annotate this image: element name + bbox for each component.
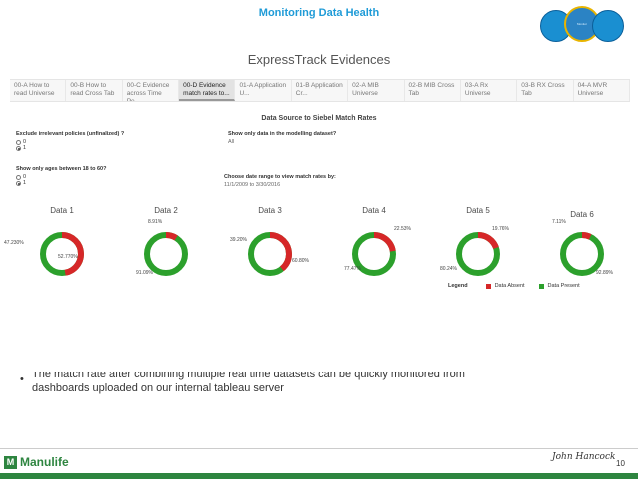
filter-label: Choose date range to view match rates by… (224, 174, 336, 180)
manulife-mark-icon: M (4, 455, 17, 469)
tab-item[interactable]: 02-B MIB Cross Tab (405, 80, 461, 101)
bullet-dot: • (20, 373, 24, 385)
tab-item[interactable]: 01-A Application U... (235, 80, 292, 101)
donut-svg (40, 232, 604, 276)
data-label-present: 60.80% (292, 258, 309, 264)
sheet-title: Data Source to Siebel Match Rates (261, 115, 377, 122)
filter-label: Show only ages between 18 to 60? (16, 166, 107, 172)
filter-age-range: Show only ages between 18 to 60? 0 1 (16, 166, 106, 186)
radio-label: 1 (23, 145, 27, 151)
footer-band (0, 473, 638, 479)
donut-slice-absent[interactable] (456, 232, 500, 276)
tab-item[interactable]: 02-A MIB Universe (348, 80, 405, 101)
donut-chart-5[interactable] (456, 232, 500, 276)
john-hancock-signature: John Hancock (552, 452, 616, 462)
dashboard-title: ExpressTrack Evidences (247, 52, 391, 67)
donut-chart-1[interactable] (40, 232, 84, 276)
radio-label: 0 (23, 174, 27, 180)
data-label-absent: 22.53% (394, 226, 411, 232)
donut-slice-absent[interactable] (248, 232, 292, 276)
circle-right (592, 10, 624, 42)
donut-slice-present[interactable] (144, 232, 188, 276)
data-label-present: 91.09% (136, 270, 153, 276)
filter-value[interactable]: All (228, 139, 235, 145)
header-circles: Monitor (534, 6, 634, 44)
donut-chart-6[interactable] (560, 232, 604, 276)
footer-divider (0, 448, 638, 449)
radio-option[interactable]: 1 (16, 180, 106, 186)
donut-slice-absent[interactable] (560, 232, 604, 276)
manulife-logo: M Manulife (4, 455, 69, 469)
slide-title: Monitoring Data Health (258, 7, 380, 19)
donut-title: Data 1 (50, 206, 74, 215)
page-number: 10 (616, 459, 625, 468)
chart-legend: Legend Data Absent Data Present (448, 283, 580, 289)
tab-item[interactable]: 00-A How to read Universe (10, 80, 67, 101)
data-label-absent: 39.20% (230, 237, 247, 243)
tab-item[interactable]: 04-A MVR Universe (574, 80, 630, 101)
tab-bar: 00-A How to read Universe 00-B How to rea… (10, 79, 630, 102)
tab-item[interactable]: 03-A Rx Universe (461, 80, 518, 101)
donut-charts: Data 1 47.230% 52.770% Data 2 8.91% 91.09% Dat… (0, 204, 638, 294)
radio-button[interactable] (16, 174, 21, 180)
radio-option[interactable]: 0 (16, 139, 124, 145)
radio-label: 0 (23, 139, 27, 145)
legend-swatch-present (538, 283, 544, 289)
donut-title: Data 6 (570, 210, 594, 219)
radio-button[interactable] (16, 180, 21, 186)
legend-label-absent: Data Absent (494, 283, 525, 289)
tab-item[interactable]: 01-B Application Cr... (292, 80, 349, 101)
donut-chart-2[interactable] (144, 232, 188, 276)
logo-text: Manulife (20, 455, 69, 469)
filter-label: Exclude irrelevant policies (unfinalized… (16, 131, 125, 137)
data-label-present: 92.89% (596, 270, 613, 276)
filter-label: Show only data in the modelling dataset? (228, 131, 337, 137)
donut-slice-present[interactable] (560, 232, 604, 276)
tab-item[interactable]: 00-B How to read Cross Tab (66, 80, 123, 101)
legend-title: Legend (448, 283, 468, 289)
donut-title: Data 4 (362, 206, 386, 215)
radio-option[interactable]: 1 (16, 145, 124, 151)
data-label-present: 80.24% (440, 266, 457, 272)
tab-item[interactable]: 00-D Evidence match rates to... (179, 80, 236, 101)
radio-option[interactable]: 0 (16, 174, 106, 180)
data-label-absent: 47.230% (4, 240, 24, 246)
bullet-line-2: dashboards uploaded on our internal tabl… (32, 382, 284, 394)
donut-slice-absent[interactable] (40, 232, 84, 276)
data-label-absent: 8.91% (148, 219, 163, 225)
tab-item[interactable]: 03-B RX Cross Tab (517, 80, 574, 101)
radio-label: 1 (23, 180, 27, 186)
donut-slice-absent[interactable] (352, 232, 396, 276)
filter-exclude-irrelevant: Exclude irrelevant policies (unfinalized… (16, 131, 124, 151)
radio-button[interactable] (16, 145, 21, 151)
donut-slice-absent[interactable] (144, 232, 188, 276)
data-label-absent: 7.11% (552, 219, 566, 225)
donut-chart-4[interactable] (352, 232, 396, 276)
donut-title: Data 5 (466, 206, 490, 215)
bullet-text: • The match rate after combining multipl… (20, 372, 612, 395)
data-label-present: 77.47% (344, 266, 361, 272)
donut-chart-3[interactable] (248, 232, 292, 276)
radio-button[interactable] (16, 139, 21, 145)
data-label-absent: 19.76% (492, 226, 509, 232)
bullet-line-1: The match rate after combining multiple … (32, 372, 465, 380)
filter-date-range[interactable]: Choose date range to view match rates by… (224, 174, 336, 188)
donut-title: Data 2 (154, 206, 178, 215)
filter-value[interactable]: 11/1/2009 to 3/30/2016 (224, 182, 281, 188)
data-label-present: 52.770% (58, 254, 78, 260)
filter-modelling-dataset[interactable]: Show only data in the modelling dataset?… (228, 131, 336, 145)
donut-title: Data 3 (258, 206, 282, 215)
legend-swatch-absent (485, 283, 491, 289)
legend-label-present: Data Present (547, 283, 580, 289)
tab-item[interactable]: 00-C Evidence across Time Pe... (123, 80, 180, 101)
